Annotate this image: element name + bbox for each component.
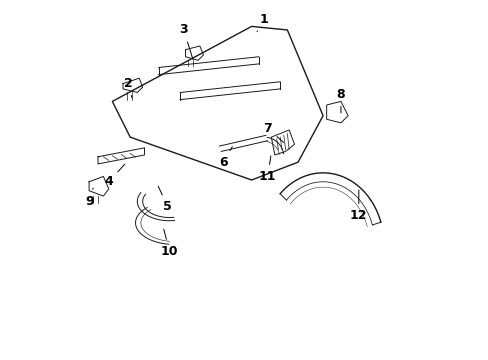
Text: 12: 12 <box>349 190 367 222</box>
Text: 7: 7 <box>263 122 283 143</box>
Text: 4: 4 <box>104 164 124 188</box>
Text: 5: 5 <box>158 186 172 213</box>
Text: 1: 1 <box>257 13 268 32</box>
Text: 8: 8 <box>336 88 345 113</box>
Text: 9: 9 <box>86 188 94 208</box>
Text: 3: 3 <box>179 23 193 59</box>
Text: 11: 11 <box>259 156 276 183</box>
Text: 2: 2 <box>124 77 133 98</box>
Text: 10: 10 <box>161 229 178 258</box>
Text: 6: 6 <box>218 147 232 168</box>
